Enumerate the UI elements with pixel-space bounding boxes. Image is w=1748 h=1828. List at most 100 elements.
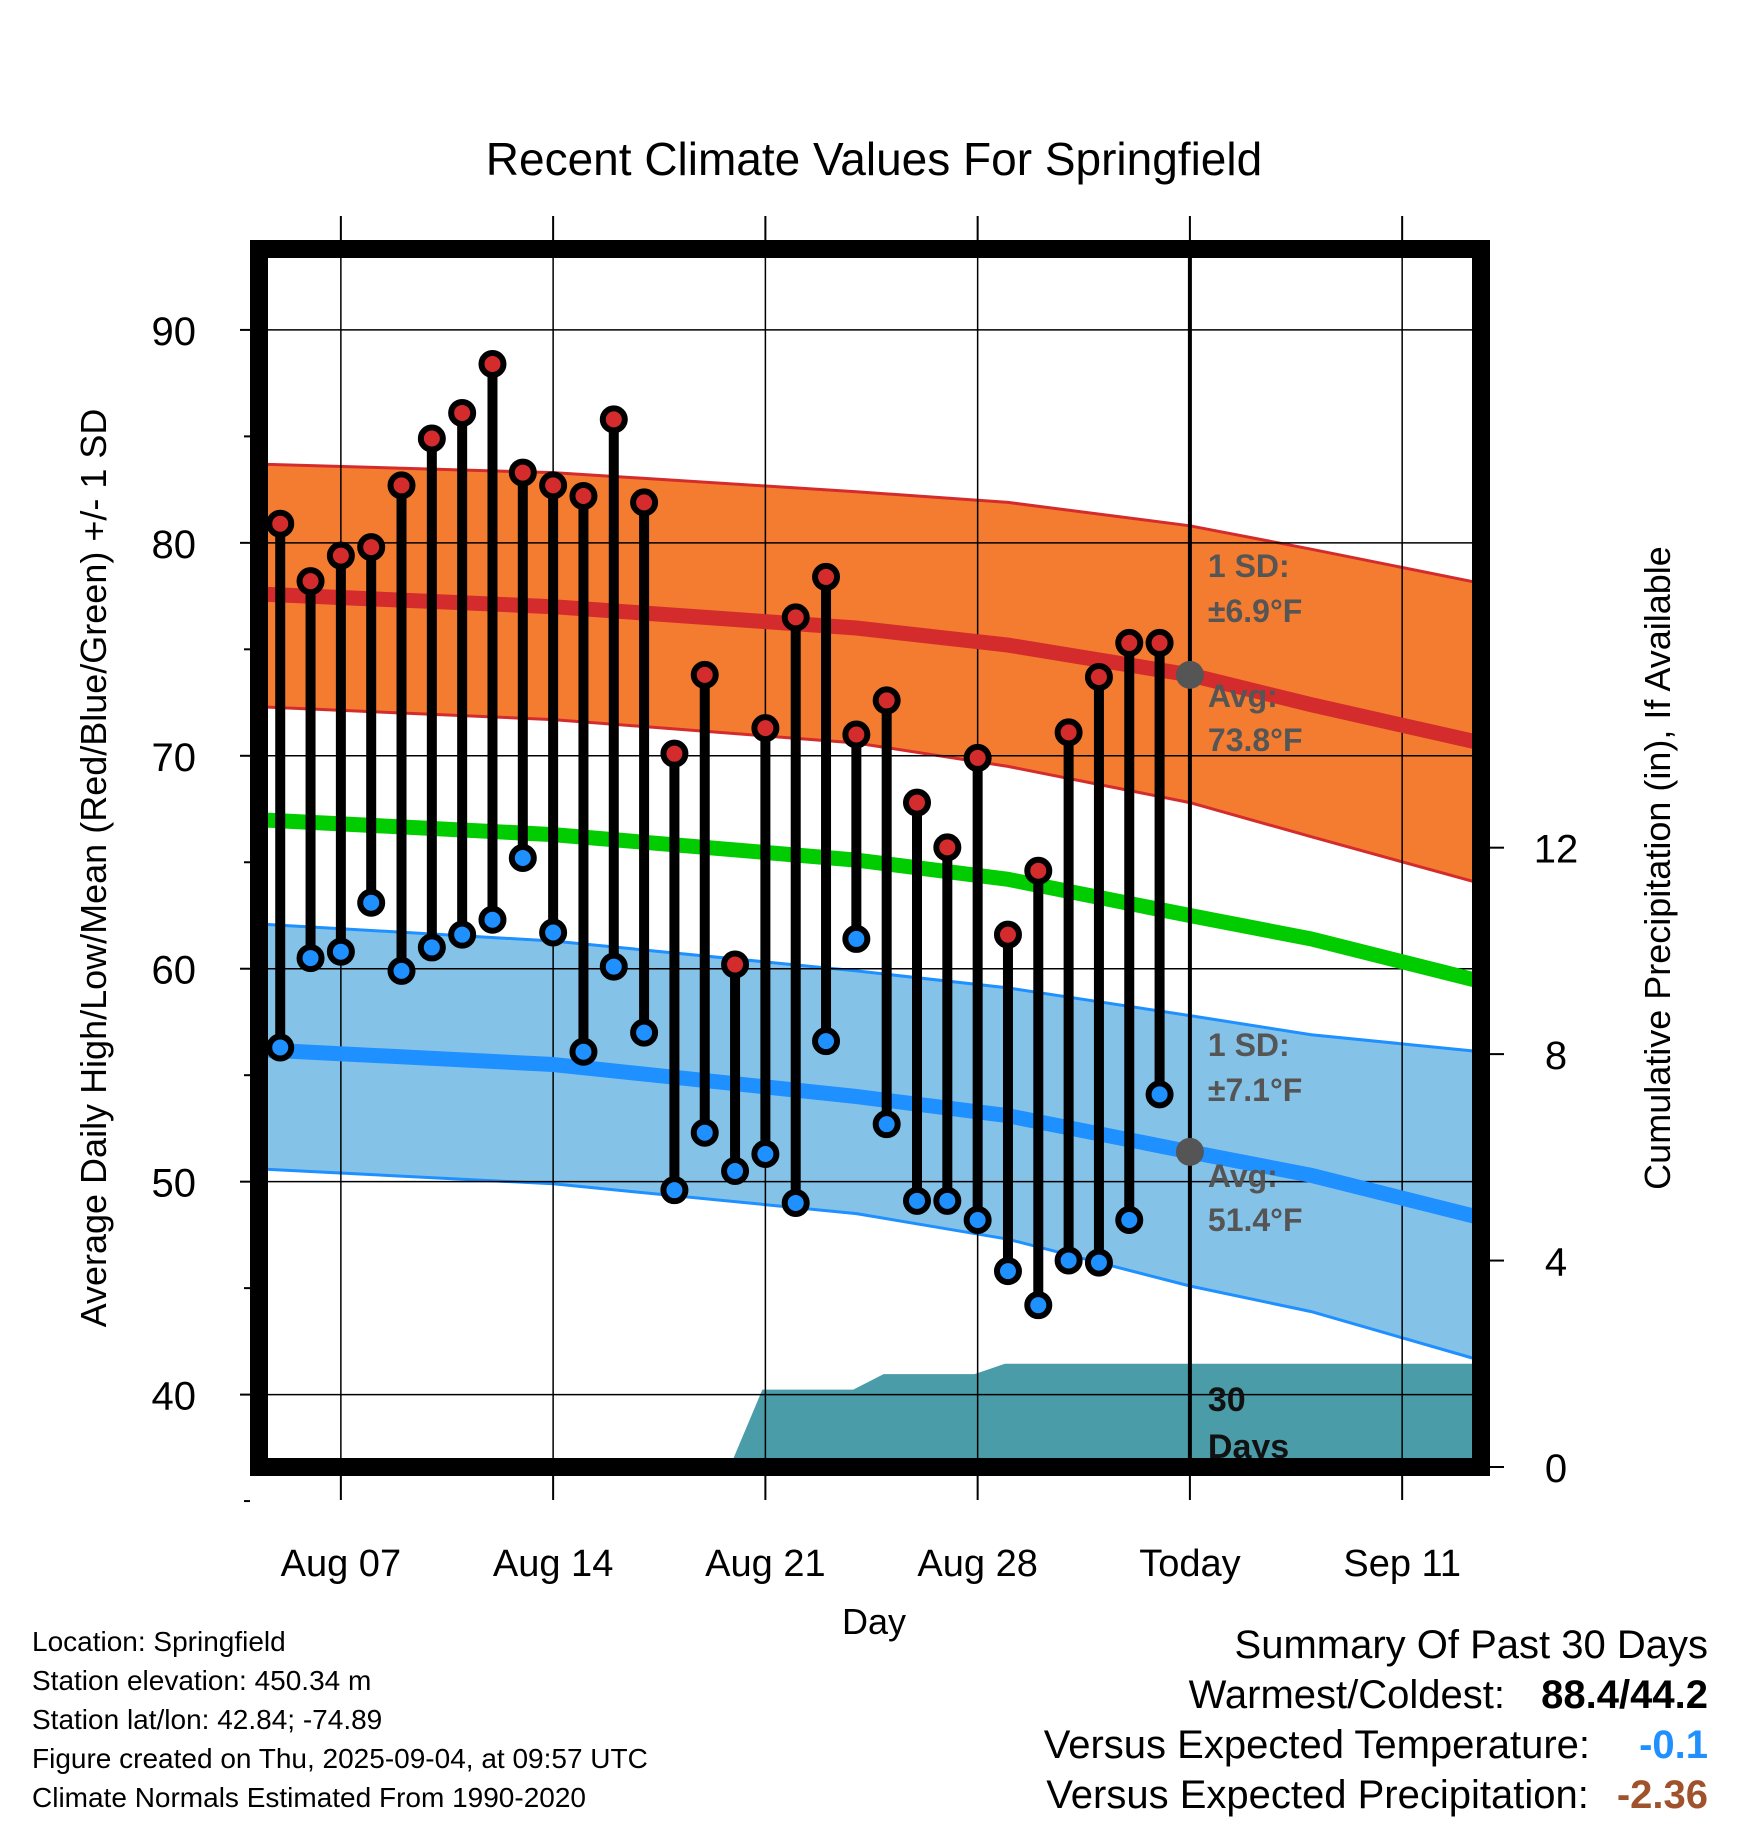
daily-low-point xyxy=(751,1139,780,1168)
daily-high-point xyxy=(842,720,871,749)
daily-high-point xyxy=(1054,718,1083,747)
daily-low-point xyxy=(690,1118,719,1147)
y2-axis-label: Cumulative Precipitation (in), If Availa… xyxy=(1637,546,1678,1190)
daily-low-point xyxy=(721,1157,750,1186)
daily-high-point xyxy=(326,541,355,570)
temp-departure-row: Versus Expected Temperature: -0.1 xyxy=(1044,1720,1708,1770)
daily-high-point xyxy=(781,603,810,632)
y-tick-label: 80 xyxy=(152,523,197,567)
daily-high-point xyxy=(872,686,901,715)
daily-high-point xyxy=(296,567,325,596)
y2-tick-label: 0 xyxy=(1545,1447,1567,1491)
chart-title: Recent Climate Values For Springfield xyxy=(486,133,1262,185)
y-tick-label: 60 xyxy=(152,949,197,993)
daily-low-point xyxy=(417,933,446,962)
low-sd-band xyxy=(259,924,1481,1361)
precip-departure-row: Versus Expected Precipitation: -2.36 xyxy=(1044,1770,1708,1820)
daily-low-point xyxy=(1115,1205,1144,1234)
x-tick-label: Aug 28 xyxy=(917,1543,1037,1585)
daily-high-point xyxy=(387,471,416,500)
high-sd-band xyxy=(259,464,1481,884)
station-info: Location: Springfield Station elevation:… xyxy=(32,1622,648,1817)
x-tick-label: Aug 14 xyxy=(493,1543,613,1585)
summary-title: Summary Of Past 30 Days xyxy=(1234,1623,1708,1667)
daily-low-point xyxy=(812,1027,841,1056)
y-tick-label: 40 xyxy=(152,1375,197,1419)
daily-low-point xyxy=(448,920,477,949)
x-tick-label: Aug 21 xyxy=(705,1543,825,1585)
daily-high-point xyxy=(903,788,931,817)
daily-high-point xyxy=(599,405,628,434)
y-tick-label: 50 xyxy=(152,1162,197,1206)
low-sd-value: ±7.1°F xyxy=(1208,1072,1302,1108)
summary-panel: Summary Of Past 30 Days Warmest/Coldest:… xyxy=(1044,1620,1708,1820)
low-sd-label: 1 SD: xyxy=(1208,1027,1290,1063)
daily-low-point xyxy=(508,844,537,872)
precip-departure-value: -2.36 xyxy=(1616,1773,1708,1817)
warmest-coldest-label: Warmest/Coldest: xyxy=(1188,1673,1505,1717)
location-text: Location: Springfield xyxy=(32,1626,286,1657)
daily-low-point xyxy=(993,1257,1022,1286)
daily-low-point xyxy=(630,1018,659,1047)
daily-low-point xyxy=(296,944,325,973)
low-avg-label: Avg: xyxy=(1208,1158,1278,1194)
y2-tick-label: 4 xyxy=(1545,1241,1567,1285)
daily-high-point xyxy=(357,533,386,562)
high-avg-value: 73.8°F xyxy=(1208,722,1303,758)
x-tick-label: Aug 07 xyxy=(281,1543,401,1585)
daily-low-point xyxy=(1024,1291,1053,1320)
precip-area xyxy=(259,1363,1481,1467)
daily-high-point xyxy=(660,739,689,768)
daily-low-point xyxy=(569,1037,598,1066)
elevation-text: Station elevation: 450.34 m xyxy=(32,1665,372,1696)
normals-text: Climate Normals Estimated From 1990-2020 xyxy=(32,1782,586,1813)
warmest-coldest-value: 88.4/44.2 xyxy=(1541,1673,1708,1717)
temp-departure-value: -0.1 xyxy=(1639,1723,1708,1767)
daily-low-point xyxy=(842,924,871,953)
created-text: Figure created on Thu, 2025-09-04, at 09… xyxy=(32,1743,648,1774)
today-normal-low-marker xyxy=(1175,1137,1204,1166)
daily-high-point xyxy=(993,920,1022,949)
x-tick-label: Sep 11 xyxy=(1343,1543,1461,1585)
high-sd-label: 1 SD: xyxy=(1208,548,1290,584)
daily-high-point xyxy=(1024,856,1053,885)
days-count-number: 30 xyxy=(1208,1381,1246,1419)
precip-departure-label: Versus Expected Precipitation: xyxy=(1046,1773,1589,1817)
y-tick-label: 90 xyxy=(152,310,197,354)
daily-high-point xyxy=(478,349,507,378)
daily-low-point xyxy=(781,1188,810,1217)
low-avg-value: 51.4°F xyxy=(1208,1202,1303,1238)
daily-high-point xyxy=(539,471,568,500)
daily-high-point xyxy=(448,398,477,427)
high-avg-label: Avg: xyxy=(1208,678,1278,714)
y-tick-label: 70 xyxy=(152,736,197,780)
daily-high-point xyxy=(630,488,659,517)
high-sd-value: ±6.9°F xyxy=(1208,593,1302,629)
x-axis-label: Day xyxy=(842,1601,906,1642)
daily-high-point xyxy=(417,424,446,453)
daily-high-point xyxy=(266,509,295,538)
daily-high-point xyxy=(1115,628,1144,657)
daily-high-point xyxy=(963,743,992,772)
y2-tick-label: 8 xyxy=(1545,1034,1567,1078)
today-normal-high-marker xyxy=(1175,660,1204,689)
daily-high-point xyxy=(508,458,537,487)
warmest-coldest-row: Warmest/Coldest: 88.4/44.2 xyxy=(1044,1670,1708,1720)
daily-high-point xyxy=(1145,628,1174,657)
daily-high-point xyxy=(933,833,962,862)
daily-low-point xyxy=(660,1176,689,1205)
x-tick-label: Today xyxy=(1139,1543,1240,1585)
daily-low-point xyxy=(933,1186,962,1215)
plot-frame xyxy=(250,240,1490,1476)
daily-low-point xyxy=(357,888,386,917)
daily-low-point xyxy=(387,956,416,985)
daily-high-point xyxy=(569,482,598,511)
y-axis-label: Average Daily High/Low/Mean (Red/Blue/Gr… xyxy=(73,409,114,1328)
temp-departure-label: Versus Expected Temperature: xyxy=(1043,1723,1590,1767)
daily-low-point xyxy=(1054,1246,1083,1275)
latlon-text: Station lat/lon: 42.84; -74.89 xyxy=(32,1704,383,1735)
daily-low-point xyxy=(539,918,568,947)
daily-low-point xyxy=(1145,1080,1174,1109)
daily-low-point xyxy=(266,1033,295,1062)
daily-high-point xyxy=(690,660,719,689)
